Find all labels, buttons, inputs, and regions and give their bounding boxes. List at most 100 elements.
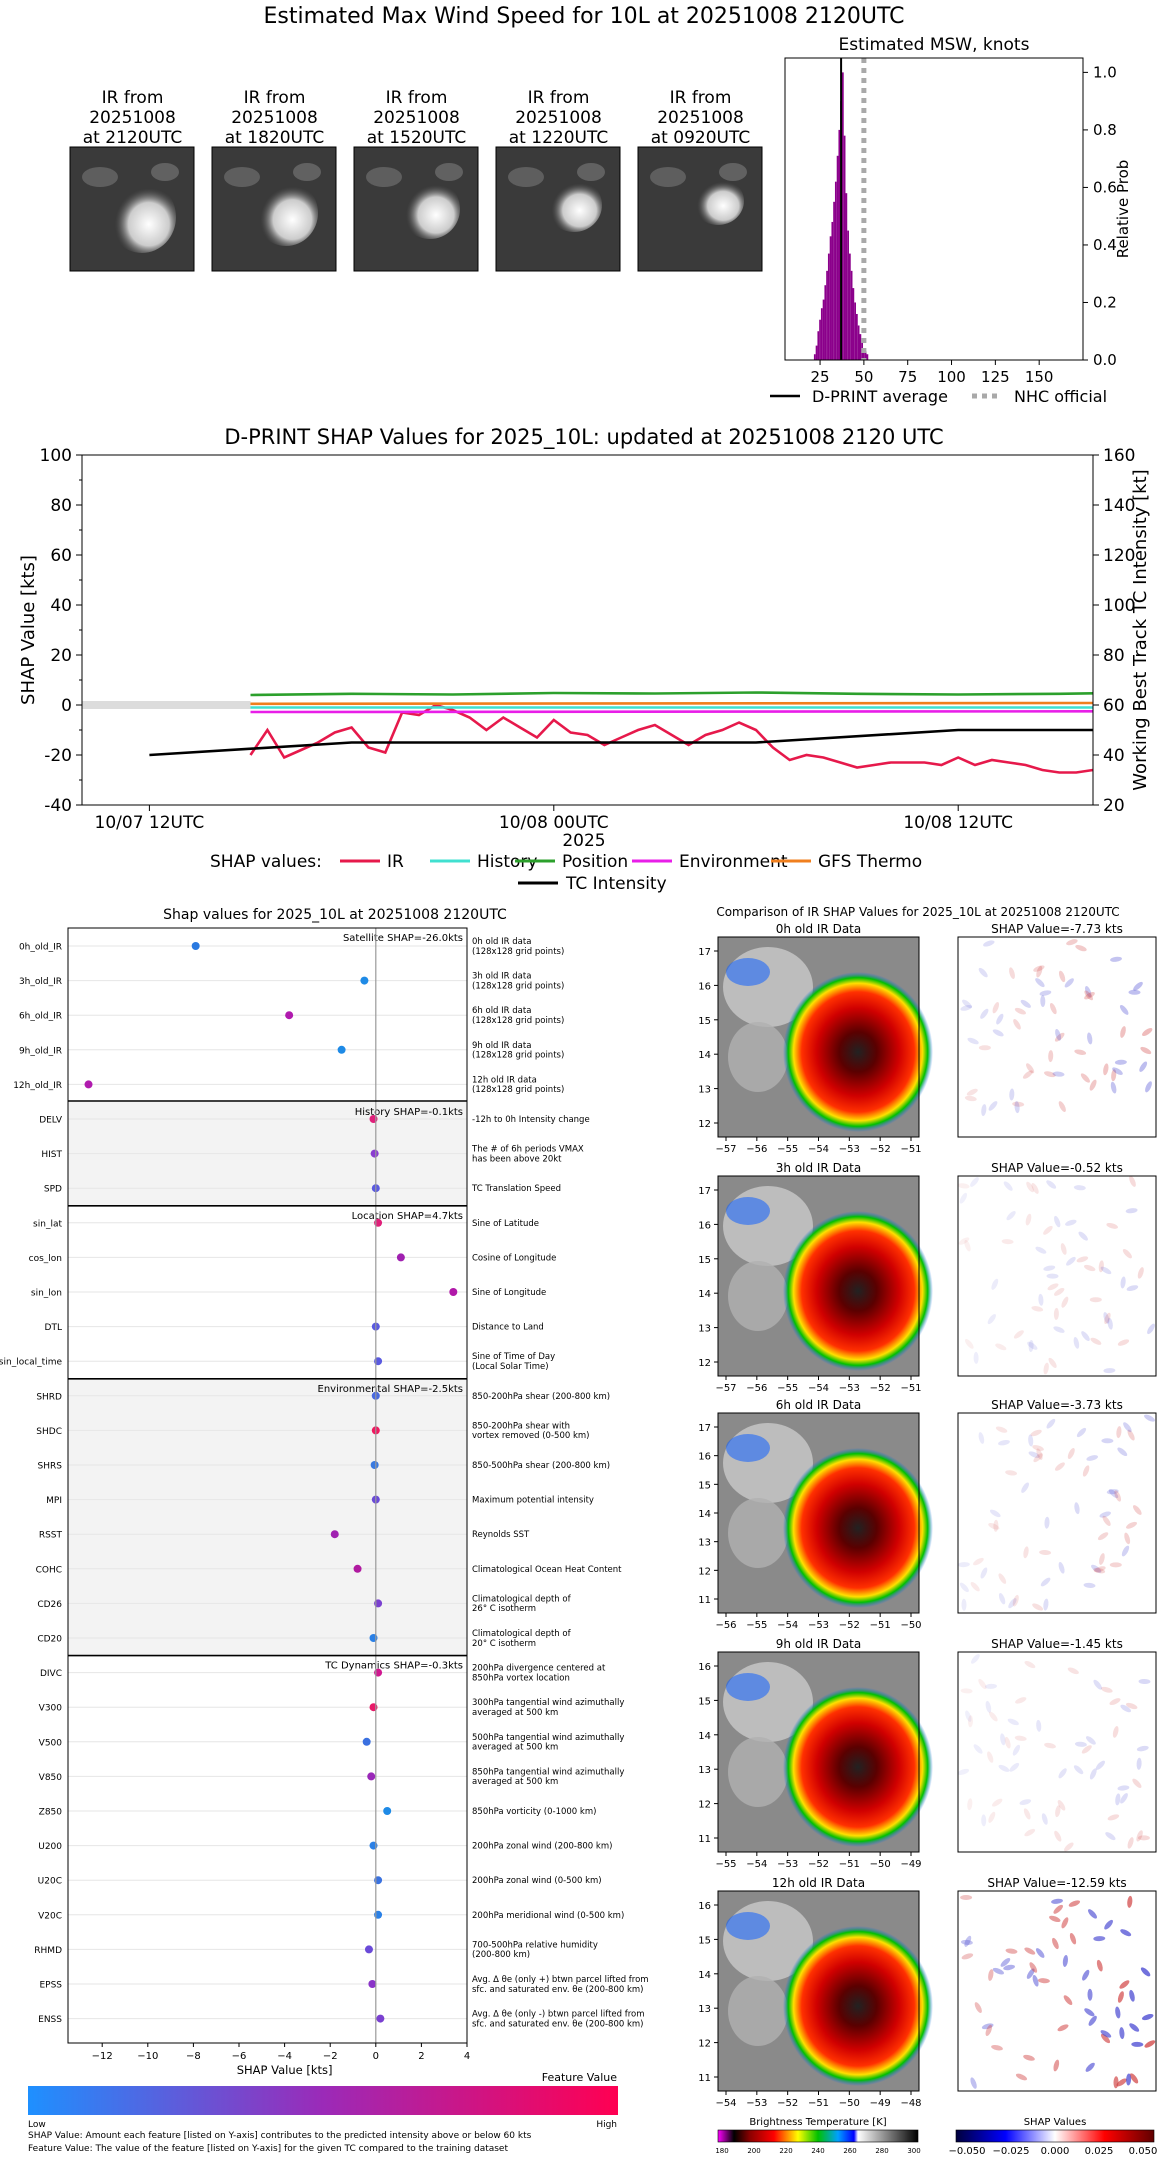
ir-cloud: [728, 1498, 788, 1568]
shap-blob: [1080, 1073, 1090, 1083]
shap-blob: [1086, 1455, 1099, 1461]
shap-blob: [1014, 1735, 1027, 1741]
y-tick-label: 0.8: [1093, 121, 1117, 139]
ir-thumbnail-image: [211, 146, 337, 272]
shap-blob: [987, 1751, 994, 1763]
feature-description: Reynolds SST: [472, 1530, 530, 1540]
shap-blob: [1145, 1081, 1152, 1093]
shap-blob: [1028, 1340, 1034, 1352]
shap-blob: [1067, 1667, 1079, 1675]
shap-blob: [1000, 1733, 1006, 1746]
feature-description: -12h to 0h Intensity change: [472, 1115, 590, 1125]
shap-blob: [985, 2024, 993, 2037]
shap-blob: [1119, 2027, 1125, 2040]
shap-map-background: [958, 1413, 1156, 1613]
shap-blob: [1031, 1182, 1039, 1194]
shap-blob: [1129, 1175, 1136, 1187]
shap-blob: [983, 940, 995, 947]
feature-point: [383, 1807, 392, 1815]
bt-colorbar-tick: 180: [715, 2147, 728, 2155]
ir-thumbnail-label: IR from 20251008 at 1820UTC: [224, 88, 325, 148]
shap-blob: [1082, 1465, 1090, 1477]
shap-blob: [1141, 2014, 1154, 2021]
shap-blob: [1054, 1830, 1062, 1842]
shap-blob: [1073, 1765, 1084, 1775]
feature-description: 200hPa meridional wind (0-500 km): [472, 1911, 624, 1921]
shap-blob: [1084, 990, 1094, 1001]
shap-blob: [1051, 1898, 1063, 1904]
x-tick-label: 4: [464, 2051, 470, 2062]
ir-y-tick-label: 14: [698, 1050, 711, 1061]
shap-blob: [1129, 1989, 1135, 2002]
ir-comparison-panels: Comparison of IR SHAP Values for 2025_10…: [698, 905, 1157, 2157]
shap-blob: [1093, 1679, 1102, 1690]
shap-map-background: [958, 1891, 1156, 2091]
shap-blob: [978, 967, 988, 978]
feature-description: 9h old IR data (128x128 grid points): [472, 1041, 564, 1061]
shap-blob: [959, 1582, 969, 1593]
shap-blob: [1094, 1566, 1106, 1573]
shap-blob: [1138, 1678, 1151, 1685]
shap-blob: [1003, 1964, 1016, 1971]
cloud-patch: [719, 163, 747, 181]
series-line-environment: [250, 709, 1094, 714]
ir-cold-cloud: [726, 1673, 770, 1701]
histogram-bar: [819, 319, 821, 360]
feature-point: [330, 1530, 339, 1539]
feature-point: [84, 1080, 93, 1089]
shap-blob: [1114, 1059, 1127, 1065]
feature-point: [364, 1945, 373, 1954]
histogram-bar: [829, 236, 832, 360]
shap-blob: [992, 1967, 1005, 1975]
shap-blob: [1058, 1101, 1066, 1113]
shap-blob: [978, 1678, 987, 1690]
feature-description: 700-500hPa relative humidity (200-800 km): [472, 1940, 598, 1960]
shap-blob: [1058, 970, 1066, 983]
feature-description: 300hPa tangential wind azimuthally averag…: [472, 1698, 624, 1718]
ir-x-tick-label: −53: [808, 1620, 829, 1631]
x-axis-label: 2025: [562, 831, 605, 851]
shap-frame: [957, 936, 1157, 1138]
shap-blob: [1043, 1362, 1049, 1375]
shap-blob: [1112, 1726, 1119, 1738]
shap-blob: [1107, 1814, 1120, 1821]
bt-colorbar-tick: 220: [779, 2147, 792, 2155]
ir-y-tick-label: 14: [698, 1970, 711, 1981]
timeseries-frame: [81, 454, 1094, 806]
shap-blob: [1117, 1785, 1130, 1791]
series-line-position: [250, 691, 1094, 697]
shap-blob: [964, 1239, 971, 1252]
shap-blob: [1014, 1101, 1020, 1114]
feature-description: 0h old IR data (128x128 grid points): [472, 937, 564, 957]
feature-name: sin_lat: [33, 1219, 62, 1229]
feature-description: 200hPa divergence centered at 850hPa vort…: [472, 1664, 606, 1684]
feature-colorbar: [28, 2086, 618, 2115]
shap-blob: [1076, 1427, 1087, 1438]
feature-description: The # of 6h periods VMAX has been above 2…: [471, 1145, 584, 1165]
ir-x-tick-label: −52: [839, 1620, 860, 1631]
x-tick-label: 100: [937, 368, 966, 386]
shap-blob: [1040, 1577, 1051, 1587]
shap-blob: [1033, 965, 1045, 972]
feature-point: [370, 1461, 379, 1469]
feature-point: [376, 2014, 385, 2023]
shap-blob: [1112, 1067, 1123, 1075]
shap-blob: [1087, 1032, 1093, 1045]
shap-blob: [1091, 1564, 1102, 1573]
shap-blob: [1147, 1323, 1155, 1335]
shap-blob: [995, 1426, 1008, 1433]
shap-blob: [1099, 1553, 1105, 1565]
cloud-patch: [366, 167, 402, 187]
shap-blob: [1108, 1489, 1119, 1499]
shap-blob: [1117, 1339, 1130, 1346]
ir-thumbnail-image: [637, 146, 763, 272]
x-tick-label: 25: [811, 368, 830, 386]
shap-blob: [1026, 1181, 1034, 1193]
feature-name: RSST: [39, 1531, 63, 1541]
shap-blob: [1014, 1007, 1026, 1015]
y2-tick-label: 60: [1103, 696, 1125, 716]
shap-blob: [992, 1002, 1000, 1014]
shap-blob: [1103, 1063, 1109, 1076]
shap-blob: [992, 1029, 1004, 1037]
